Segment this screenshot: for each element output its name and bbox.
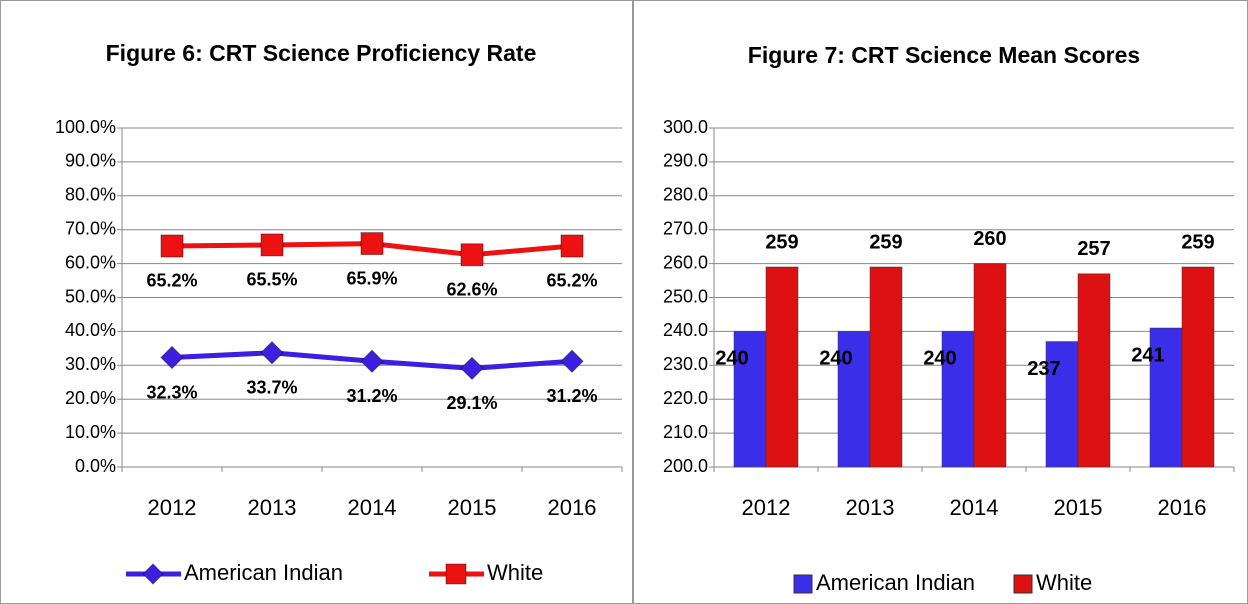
marker: [260, 341, 284, 365]
data-label: 260: [973, 228, 1006, 250]
data-label: 31.2%: [546, 386, 597, 406]
data-label: 65.5%: [246, 270, 297, 290]
y-tick-label: 280.0: [663, 185, 708, 205]
y-tick-label: 10.0%: [65, 422, 116, 442]
data-label: 65.9%: [346, 268, 397, 288]
bar: [1077, 273, 1111, 468]
y-tick-label: 220.0: [663, 388, 708, 408]
data-label: 259: [765, 231, 798, 253]
x-tick-label: 2015: [1054, 495, 1103, 520]
y-tick-label: 100.0%: [55, 117, 116, 137]
x-tick-label: 2015: [448, 495, 497, 520]
x-tick-label: 2014: [348, 495, 397, 520]
right-panel: Figure 7: CRT Science Mean Scores 200.0 2…: [633, 0, 1248, 604]
legend-swatch: [793, 574, 813, 594]
legend-label: White: [487, 560, 543, 585]
marker: [460, 243, 484, 267]
bar: [941, 330, 975, 468]
data-label: 259: [869, 231, 902, 253]
y-tick-label: 300.0: [663, 117, 708, 137]
chart: 0.0% 10.0% 20.0% 30.0% 40.0% 50.0% 60.0% 70.0% 8…: [55, 117, 623, 585]
y-tick-label: 80.0%: [65, 185, 116, 205]
data-label: 31.2%: [346, 386, 397, 406]
y-tick-label: 20.0%: [65, 388, 116, 408]
y-tick-label: 50.0%: [65, 286, 116, 306]
marker: [360, 232, 384, 256]
legend-label: White: [1036, 570, 1092, 595]
data-label: 240: [923, 348, 956, 370]
legend-label: American Indian: [184, 560, 343, 585]
bar: [1045, 341, 1079, 468]
data-label: 33.7%: [246, 378, 297, 398]
marker: [460, 356, 484, 381]
chart-title: Figure 7: CRT Science Mean Scores: [747, 42, 1141, 68]
x-tick-label: 2014: [950, 495, 999, 520]
legend-swatch: [1013, 574, 1033, 594]
y-tick-label: 200.0: [663, 456, 708, 476]
marker: [445, 563, 467, 585]
x-tick-label: 2016: [548, 495, 597, 520]
data-label: 32.3%: [146, 382, 197, 402]
x-tick-label: 2013: [846, 495, 895, 520]
y-tick-label: 240.0: [663, 320, 708, 340]
data-label: 257: [1077, 238, 1110, 260]
y-tick-label: 250.0: [663, 286, 708, 306]
data-label: 240: [715, 348, 748, 370]
data-label: 237: [1027, 358, 1060, 380]
y-tick-label: 30.0%: [65, 354, 116, 374]
y-tick-label: 70.0%: [65, 218, 116, 238]
marker: [560, 234, 584, 258]
y-tick-label: 230.0: [663, 354, 708, 374]
bar: [869, 266, 903, 468]
x-tick-label: 2013: [248, 495, 297, 520]
bar: [765, 266, 799, 468]
data-label: 65.2%: [546, 271, 597, 291]
y-tick-label: 60.0%: [65, 252, 116, 272]
bar: [1181, 266, 1215, 468]
marker: [560, 349, 584, 373]
y-tick-label: 260.0: [663, 252, 708, 272]
chart-title: Figure 6: CRT Science Proficiency Rate: [105, 40, 537, 66]
y-tick-label: 0.0%: [75, 456, 116, 476]
x-tick-label: 2012: [742, 495, 791, 520]
data-label: 240: [819, 348, 852, 370]
marker: [160, 234, 184, 258]
data-label: 259: [1181, 231, 1214, 253]
bar: [733, 330, 767, 468]
data-label: 29.1%: [446, 393, 497, 413]
x-tick-label: 2016: [1158, 495, 1207, 520]
marker: [142, 563, 164, 585]
marker: [260, 233, 284, 257]
x-tick-label: 2012: [148, 495, 197, 520]
data-label: 241: [1131, 344, 1164, 366]
marker: [360, 349, 384, 373]
left-panel: Figure 6: CRT Science Proficiency Rate 0…: [0, 0, 633, 604]
bar: [973, 263, 1007, 468]
y-tick-label: 290.0: [663, 151, 708, 171]
data-label: 65.2%: [146, 271, 197, 291]
y-tick-label: 40.0%: [65, 320, 116, 340]
y-tick-label: 210.0: [663, 422, 708, 442]
y-tick-label: 90.0%: [65, 151, 116, 171]
bar: [837, 330, 871, 468]
chart: 200.0 210.0 220.0 230.0 240.0 250.0 260.0 270.0…: [663, 117, 1235, 595]
y-tick-label: 270.0: [663, 218, 708, 238]
legend-label: American Indian: [816, 570, 975, 595]
marker: [160, 345, 184, 370]
data-label: 62.6%: [446, 280, 497, 300]
